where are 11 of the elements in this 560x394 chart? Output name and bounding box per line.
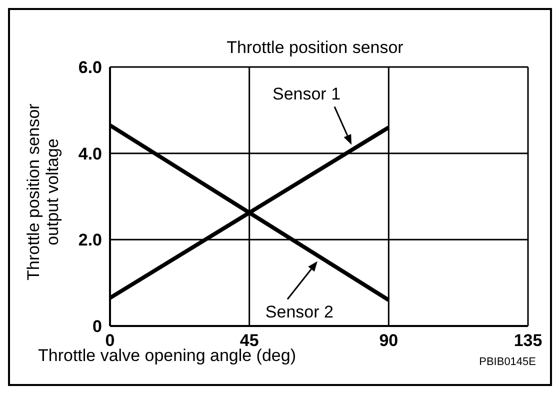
x-tick-label: 90 [379, 331, 398, 350]
chart-title: Throttle position sensor [226, 38, 404, 58]
y-tick-label: 2.0 [78, 230, 102, 250]
y-axis-title: Throttle position sensor output voltage [24, 102, 62, 282]
y-tick-label: 4.0 [78, 144, 102, 164]
annotation: Sensor 2 [265, 302, 334, 322]
y-tick-label: 0 [92, 317, 102, 336]
text: PBIB0145E [479, 356, 536, 368]
x-tick-label: 135 [514, 331, 542, 350]
y-tick-label: 6.0 [78, 58, 102, 78]
annotation: Sensor 1 [272, 84, 341, 104]
